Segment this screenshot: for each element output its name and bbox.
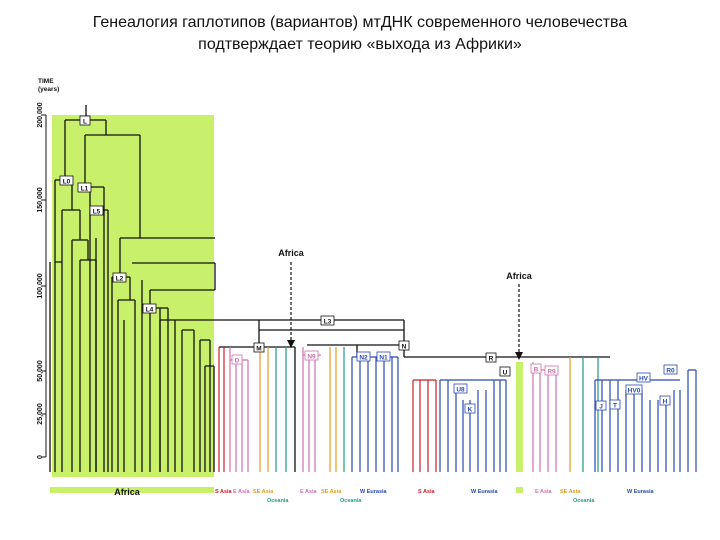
node-r9: R9 [544, 365, 559, 376]
se-asia-branches [259, 347, 571, 472]
svg-text:H: H [663, 399, 668, 406]
node-n: N [398, 340, 410, 351]
node-b: B [530, 363, 542, 374]
out-of-africa-arrow-1 [287, 262, 295, 348]
svg-text:HV: HV [639, 376, 649, 383]
svg-text:T: T [613, 403, 617, 410]
svg-text:U: U [503, 370, 508, 377]
svg-text:U8: U8 [456, 387, 465, 394]
out-of-africa-arrow-2 [515, 284, 523, 360]
time-axis [42, 114, 47, 458]
node-l1: L1 [77, 182, 92, 193]
node-u8: U8 [453, 383, 468, 394]
svg-text:R9: R9 [547, 369, 556, 376]
svg-text:HV0: HV0 [628, 388, 641, 395]
node-n2: N2 [356, 351, 371, 362]
node-hv: HV [636, 372, 651, 383]
node-d: D [231, 354, 243, 365]
svg-text:L3: L3 [324, 319, 332, 326]
node-l3: L3 [320, 315, 335, 326]
node-n9: N9 [304, 350, 319, 361]
s-asia-branches [218, 347, 437, 472]
node-t: T [609, 399, 621, 410]
w-eurasia-branches [351, 356, 697, 472]
axis-label-time: TIME [38, 78, 54, 85]
svg-text:M: M [256, 346, 261, 353]
region-label-w-eurasia: W Eurasia [360, 489, 388, 495]
region-label-w-eurasia: W Eurasia [627, 489, 655, 495]
non-african-tree [219, 320, 610, 472]
axis-label-years: (years) [38, 86, 59, 93]
africa-highlight [52, 115, 214, 477]
node-l: L [79, 115, 91, 126]
region-label-e-asia: E Asia [300, 489, 318, 495]
title-line-2: подтверждает теорию «выхода из Африки» [198, 36, 522, 53]
africa-bar [50, 487, 214, 493]
svg-text:R: R [489, 356, 494, 363]
region-label-se-asia: SE Asia [253, 489, 274, 495]
svg-text:K: K [468, 407, 473, 414]
region-label-s-asia: S Asia [215, 489, 233, 495]
axis-tick-label: 0 [37, 455, 44, 459]
svg-text:L: L [83, 119, 87, 126]
svg-text:B: B [534, 367, 539, 374]
svg-text:L1: L1 [81, 186, 89, 193]
svg-text:D: D [235, 358, 240, 365]
svg-text:R0: R0 [666, 368, 675, 375]
node-m: M [253, 342, 265, 353]
node-r0: R0 [663, 364, 678, 375]
region-label-se-asia: SE Asia [560, 489, 581, 495]
svg-text:L0: L0 [63, 179, 71, 186]
oceania-branches [275, 347, 599, 472]
e-asia-branches [229, 347, 557, 472]
title-line-1: Генеалогия гаплотипов (вариантов) мтДНК … [92, 14, 628, 31]
node-u: U [499, 366, 511, 377]
region-label-oceania: Oceania [340, 498, 362, 504]
svg-text:J: J [599, 404, 603, 411]
region-label-e-asia: E Asia [535, 489, 553, 495]
region-label-w-eurasia: W Eurasia [471, 489, 499, 495]
axis-tick-label: 100,000 [37, 273, 44, 298]
node-k: K [464, 403, 476, 414]
region-label-africa: Africa [114, 487, 141, 497]
africa-migration-label-2: Africa [506, 271, 533, 281]
axis-tick-label: 150,000 [37, 187, 44, 212]
node-l2: L2 [112, 272, 127, 283]
region-label-oceania: Oceania [267, 498, 289, 504]
axis-tick-label: 25,000 [37, 403, 44, 425]
africa-bar-u6 [516, 487, 523, 493]
node-l4: L4 [142, 303, 157, 314]
svg-text:N2: N2 [359, 355, 368, 362]
region-label-se-asia: SE Asia [321, 489, 342, 495]
slide-title: Генеалогия гаплотипов (вариантов) мтДНК … [0, 12, 720, 56]
africa-migration-label-1: Africa [278, 248, 305, 258]
node-hv0: HV0 [625, 384, 643, 395]
svg-text:N9: N9 [307, 354, 316, 361]
haplogroup-nodes: L L0 L1 L5 L2 L4 L3 M N R U D N9 N2 N1 U… [59, 115, 678, 414]
svg-text:L5: L5 [93, 209, 101, 216]
node-l0: L0 [59, 175, 74, 186]
node-r: R [485, 352, 497, 363]
africa-highlight-u6 [516, 362, 523, 472]
node-l5: L5 [89, 205, 104, 216]
region-label-oceania: Oceania [573, 498, 595, 504]
svg-text:L4: L4 [146, 307, 154, 314]
region-label-e-asia: E Asia [233, 489, 251, 495]
region-label-s-asia: S Asia [418, 489, 436, 495]
svg-text:N: N [402, 344, 407, 351]
node-j: J [595, 400, 607, 411]
node-n1: N1 [376, 351, 391, 362]
svg-text:L2: L2 [116, 276, 124, 283]
african-lineages-tree [49, 105, 404, 472]
axis-tick-label: 50,000 [37, 360, 44, 382]
node-h: H [659, 395, 671, 406]
axis-tick-label: 200,000 [37, 102, 44, 127]
svg-text:N1: N1 [379, 355, 388, 362]
